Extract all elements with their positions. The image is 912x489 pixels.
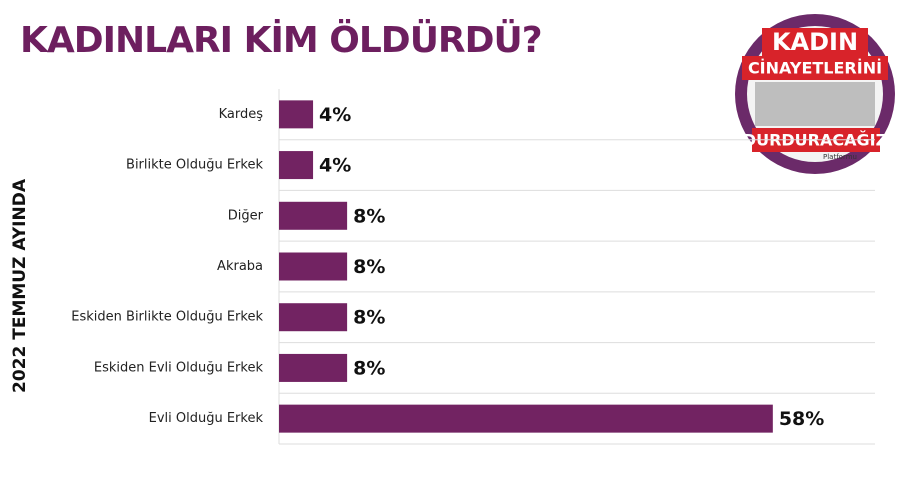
data-label: 58% xyxy=(779,408,824,430)
y-tick-label: Kardeş xyxy=(219,107,264,122)
logo-banner xyxy=(762,28,868,56)
chart-title: KADINLARI KİM ÖLDÜRDÜ? xyxy=(20,19,542,61)
y-tick-label: Akraba xyxy=(217,259,263,274)
logo-text: Platformu xyxy=(823,153,857,161)
data-label: 4% xyxy=(319,104,351,126)
y-tick-label: Diğer xyxy=(228,208,264,223)
data-label: 8% xyxy=(353,205,385,227)
data-label: 8% xyxy=(353,256,385,278)
y-tick-label: Birlikte Olduğu Erkek xyxy=(126,158,263,173)
logo-banner xyxy=(742,56,888,80)
y-axis-label: 2022 TEMMUZ AYINDA xyxy=(10,178,30,393)
bar xyxy=(279,252,348,281)
bar xyxy=(279,353,348,382)
bar xyxy=(279,404,773,433)
logo: KADIN CİNAYETLERİNİ DURDURACAĞIZ Platfor… xyxy=(735,14,895,174)
bar xyxy=(279,303,348,332)
y-tick-label: Evli Olduğu Erkek xyxy=(149,411,264,426)
logo-faces xyxy=(755,82,875,126)
bar xyxy=(279,100,314,129)
y-tick-label: Eskiden Evli Olduğu Erkek xyxy=(94,360,264,375)
data-label: 4% xyxy=(319,155,351,177)
bar xyxy=(279,151,314,180)
data-label: 8% xyxy=(353,307,385,329)
bar xyxy=(279,201,348,230)
data-label: 8% xyxy=(353,357,385,379)
logo-text: KADIN xyxy=(772,28,858,56)
logo-text: CİNAYETLERİNİ xyxy=(748,59,882,78)
y-tick-label: Eskiden Birlikte Olduğu Erkek xyxy=(71,310,263,325)
